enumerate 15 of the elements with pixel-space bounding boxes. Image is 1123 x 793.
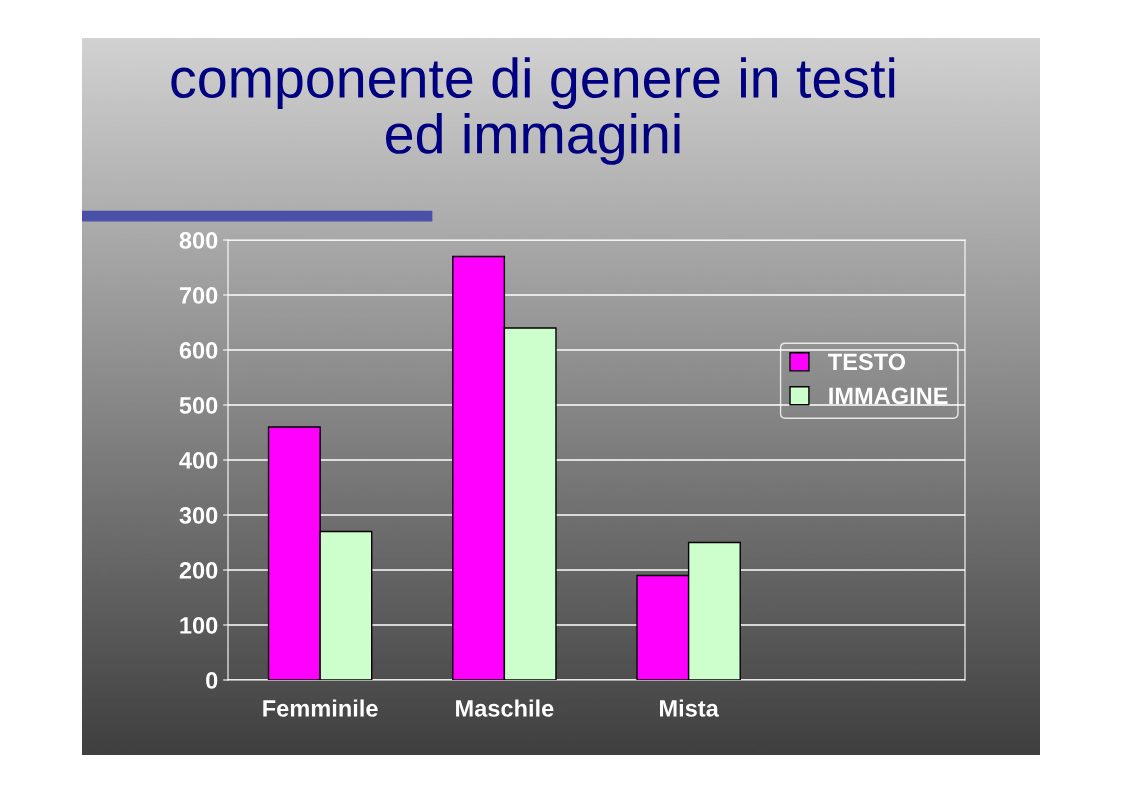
chart-title: componente di genere in testi ed immagini — [171, 57, 895, 165]
y-tick-label: 400 — [179, 452, 218, 469]
y-tick-label: 200 — [179, 562, 218, 579]
y-tick-label: 500 — [179, 397, 218, 414]
y-tick-label: 600 — [179, 342, 218, 359]
y-tick-label: 100 — [180, 617, 218, 634]
y-tick-label: 700 — [179, 287, 218, 304]
x-tick-label: Femminile — [263, 699, 378, 717]
legend-label: TESTO — [828, 353, 906, 371]
y-tick-label: 800 — [179, 232, 218, 249]
legend-label: IMMAGINE — [829, 387, 948, 405]
x-tick-label: Maschile — [456, 699, 554, 717]
y-tick-label: 300 — [179, 507, 218, 524]
y-tick-label: 0 — [206, 672, 218, 689]
x-tick-label: Mista — [660, 699, 719, 717]
